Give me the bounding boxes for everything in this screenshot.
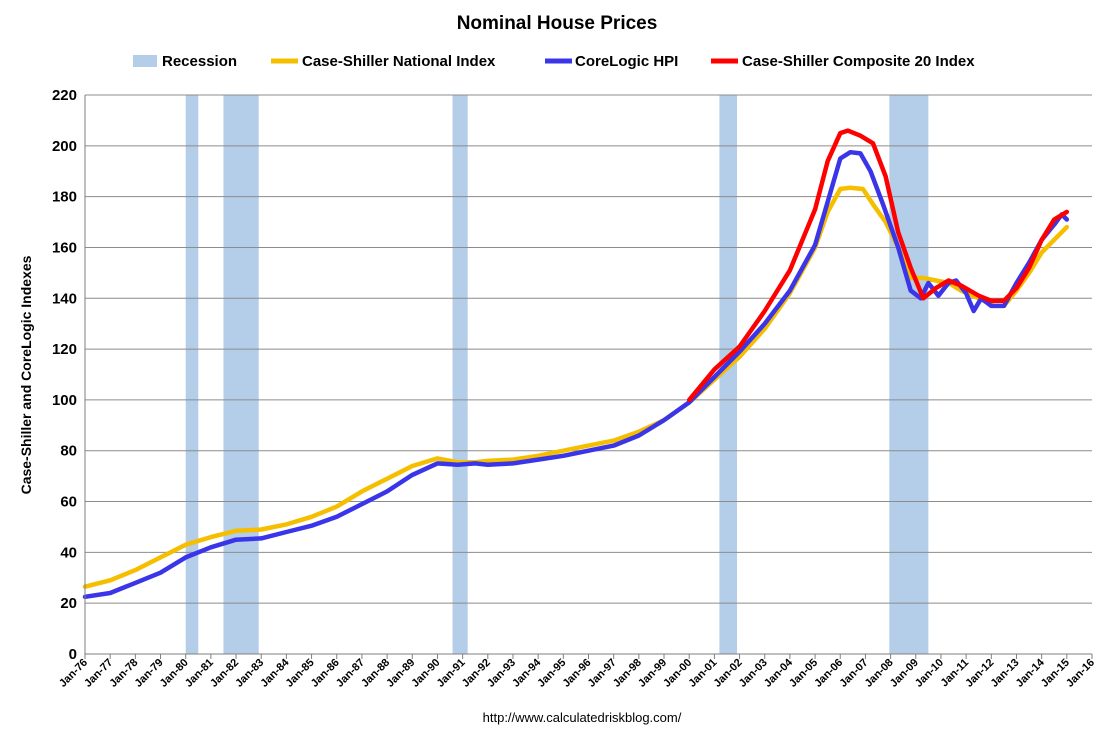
legend-item-case-shiller-national: Case-Shiller National Index [271,53,496,70]
y-axis-label: Case-Shiller and CoreLogic Indexes [18,255,34,494]
recession-band [223,95,259,654]
legend-swatch-recession [133,55,157,67]
legend-item-case-shiller-composite: Case-Shiller Composite 20 Index [711,53,975,70]
y-tick-labels: 0 20 40 60 80 100 120 140 160 180 200 220 [52,87,77,663]
recession-bands [185,95,929,654]
y-tick-label: 140 [52,290,77,307]
series-lines [82,128,1070,600]
legend-item-corelogic: CoreLogic HPI [545,53,678,70]
legend-label-case-shiller-national: Case-Shiller National Index [302,53,496,70]
y-tick-label: 180 [52,189,77,206]
legend-item-recession: Recession [133,53,237,70]
recession-band [889,95,929,654]
y-tick-label: 160 [52,239,77,256]
series-line-1 [82,149,1070,600]
y-tick-label: 80 [60,443,77,460]
y-tick-label: 60 [60,494,77,511]
legend-label-recession: Recession [162,53,237,70]
y-tick-label: 120 [52,341,77,358]
y-tick-label: 20 [60,595,77,612]
y-tick-label: 200 [52,138,77,155]
legend-label-case-shiller-composite: Case-Shiller Composite 20 Index [742,53,975,70]
chart-title: Nominal House Prices [457,13,658,34]
gridlines [85,94,1092,604]
y-tick-label: 40 [60,544,77,561]
y-tick-label: 0 [69,646,77,663]
recession-band [185,95,199,654]
legend-label-corelogic: CoreLogic HPI [575,53,678,70]
y-tick-label: 100 [52,392,77,409]
recession-band [719,95,738,654]
x-tick-labels: Jan-76Jan-77Jan-78Jan-79Jan-80Jan-81Jan-… [57,656,1097,690]
recession-band [452,95,468,654]
source-url: http://www.calculatedriskblog.com/ [483,710,682,725]
y-tick-label: 220 [52,87,77,104]
x-tick-label: Jan-16 [1064,657,1097,690]
axes [84,95,1093,659]
series-line-2 [686,128,1070,403]
legend: Recession Case-Shiller National Index Co… [133,53,975,70]
